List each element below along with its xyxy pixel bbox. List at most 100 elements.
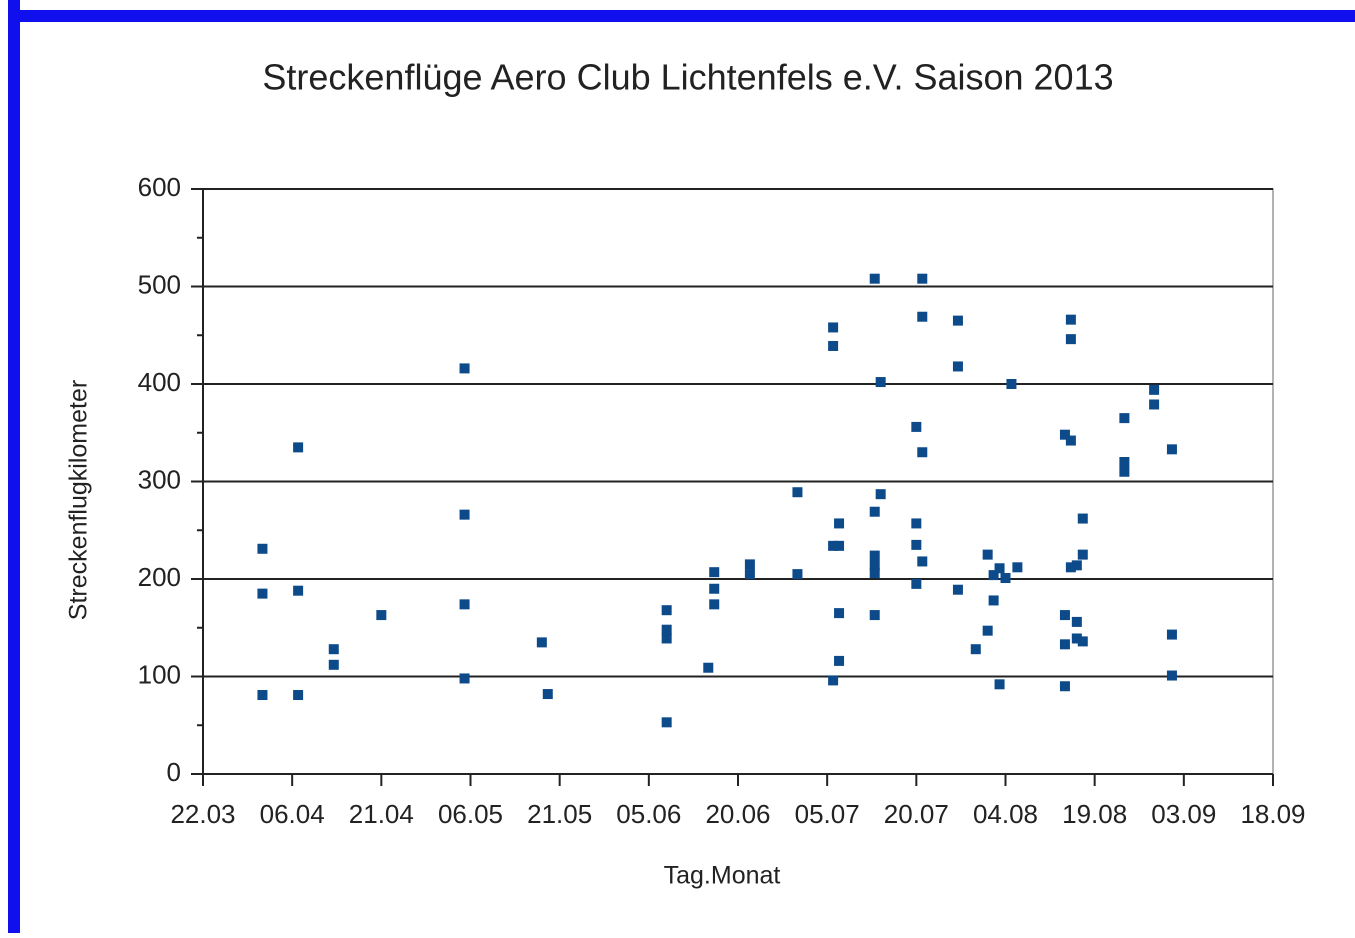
data-point: [869, 506, 880, 517]
data-point: [1059, 681, 1070, 692]
x-tick-label: 06.05: [438, 799, 503, 829]
data-point: [1149, 384, 1160, 395]
x-tick-label: 22.03: [170, 799, 235, 829]
x-tick-label: 03.09: [1151, 799, 1216, 829]
data-point: [911, 539, 922, 550]
data-point: [703, 662, 714, 673]
x-axis-label: Tag.Monat: [664, 862, 781, 890]
frame-left: [8, 0, 20, 933]
data-point: [1119, 457, 1130, 467]
data-point: [376, 610, 387, 621]
data-point: [869, 610, 880, 621]
data-point: [661, 633, 672, 644]
data-point: [1071, 633, 1082, 644]
data-point: [709, 583, 720, 594]
data-point: [1059, 639, 1070, 650]
y-axis-label: Streckenflugkilometer: [65, 380, 93, 620]
data-point: [1119, 413, 1130, 424]
x-tick-label: 05.07: [795, 799, 860, 829]
y-tick-label: 400: [138, 367, 181, 397]
data-point: [1077, 513, 1088, 524]
data-point: [661, 717, 672, 728]
data-point: [988, 570, 999, 581]
data-point: [869, 273, 880, 284]
data-point: [1071, 616, 1082, 627]
data-point: [828, 675, 839, 686]
data-point: [911, 421, 922, 432]
data-point: [834, 540, 845, 551]
data-point: [917, 273, 928, 284]
data-point: [744, 569, 755, 580]
chart-title: Streckenflüge Aero Club Lichtenfels e.V.…: [262, 57, 1113, 98]
data-point: [911, 518, 922, 529]
data-point: [293, 442, 304, 453]
data-point: [917, 556, 928, 567]
y-tick-label: 500: [138, 269, 181, 299]
data-point: [459, 599, 470, 610]
data-point: [1077, 549, 1088, 560]
x-tick-label: 21.05: [527, 799, 592, 829]
x-tick-label: 06.04: [260, 799, 325, 829]
data-point: [293, 585, 304, 596]
data-point: [875, 489, 886, 500]
data-point: [792, 487, 803, 498]
y-tick-label: 300: [138, 464, 181, 494]
data-point: [744, 559, 755, 570]
data-point: [661, 605, 672, 616]
x-tick-label: 18.09: [1240, 799, 1305, 829]
data-point: [869, 550, 880, 561]
data-point: [917, 447, 928, 458]
y-tick-label: 600: [138, 172, 181, 202]
data-point: [257, 543, 268, 554]
data-point: [911, 578, 922, 589]
data-point: [709, 599, 720, 610]
data-point: [459, 363, 470, 374]
frame-top: [8, 10, 1355, 22]
data-point: [661, 624, 672, 635]
y-tick-label: 100: [138, 659, 181, 689]
data-point: [1006, 379, 1017, 389]
data-point: [459, 673, 470, 684]
data-point: [952, 315, 963, 326]
data-point: [542, 689, 553, 700]
data-point: [459, 509, 470, 520]
x-tick-label: 20.07: [884, 799, 949, 829]
data-point: [1000, 573, 1011, 584]
x-tick-label: 04.08: [973, 799, 1038, 829]
data-point: [834, 518, 845, 529]
data-point: [869, 568, 880, 579]
y-tick-label: 0: [167, 757, 181, 787]
data-point: [988, 595, 999, 606]
data-point: [536, 637, 547, 648]
data-point: [982, 625, 993, 636]
data-point: [1149, 399, 1160, 410]
data-point: [1059, 610, 1070, 621]
data-point: [1071, 560, 1082, 571]
data-point: [293, 690, 304, 701]
data-point: [834, 655, 845, 666]
data-point: [1166, 629, 1177, 640]
data-point: [834, 608, 845, 619]
data-point: [1065, 334, 1076, 345]
data-point: [982, 549, 993, 560]
data-point: [869, 560, 880, 571]
data-point: [1012, 562, 1023, 573]
data-point: [1059, 429, 1070, 440]
data-point: [875, 377, 886, 388]
data-point: [1077, 636, 1088, 647]
data-point: [970, 644, 981, 655]
data-point: [828, 540, 839, 551]
data-point: [328, 659, 339, 670]
data-point: [257, 690, 268, 701]
data-point: [1119, 466, 1130, 477]
x-tick-label: 21.04: [349, 799, 414, 829]
x-tick-label: 05.06: [616, 799, 681, 829]
data-point: [792, 569, 803, 580]
x-tick-label: 20.06: [705, 799, 770, 829]
data-point: [257, 588, 268, 599]
data-point: [952, 584, 963, 595]
data-point: [952, 361, 963, 372]
x-tick-label: 19.08: [1062, 799, 1127, 829]
y-tick-label: 200: [138, 562, 181, 592]
